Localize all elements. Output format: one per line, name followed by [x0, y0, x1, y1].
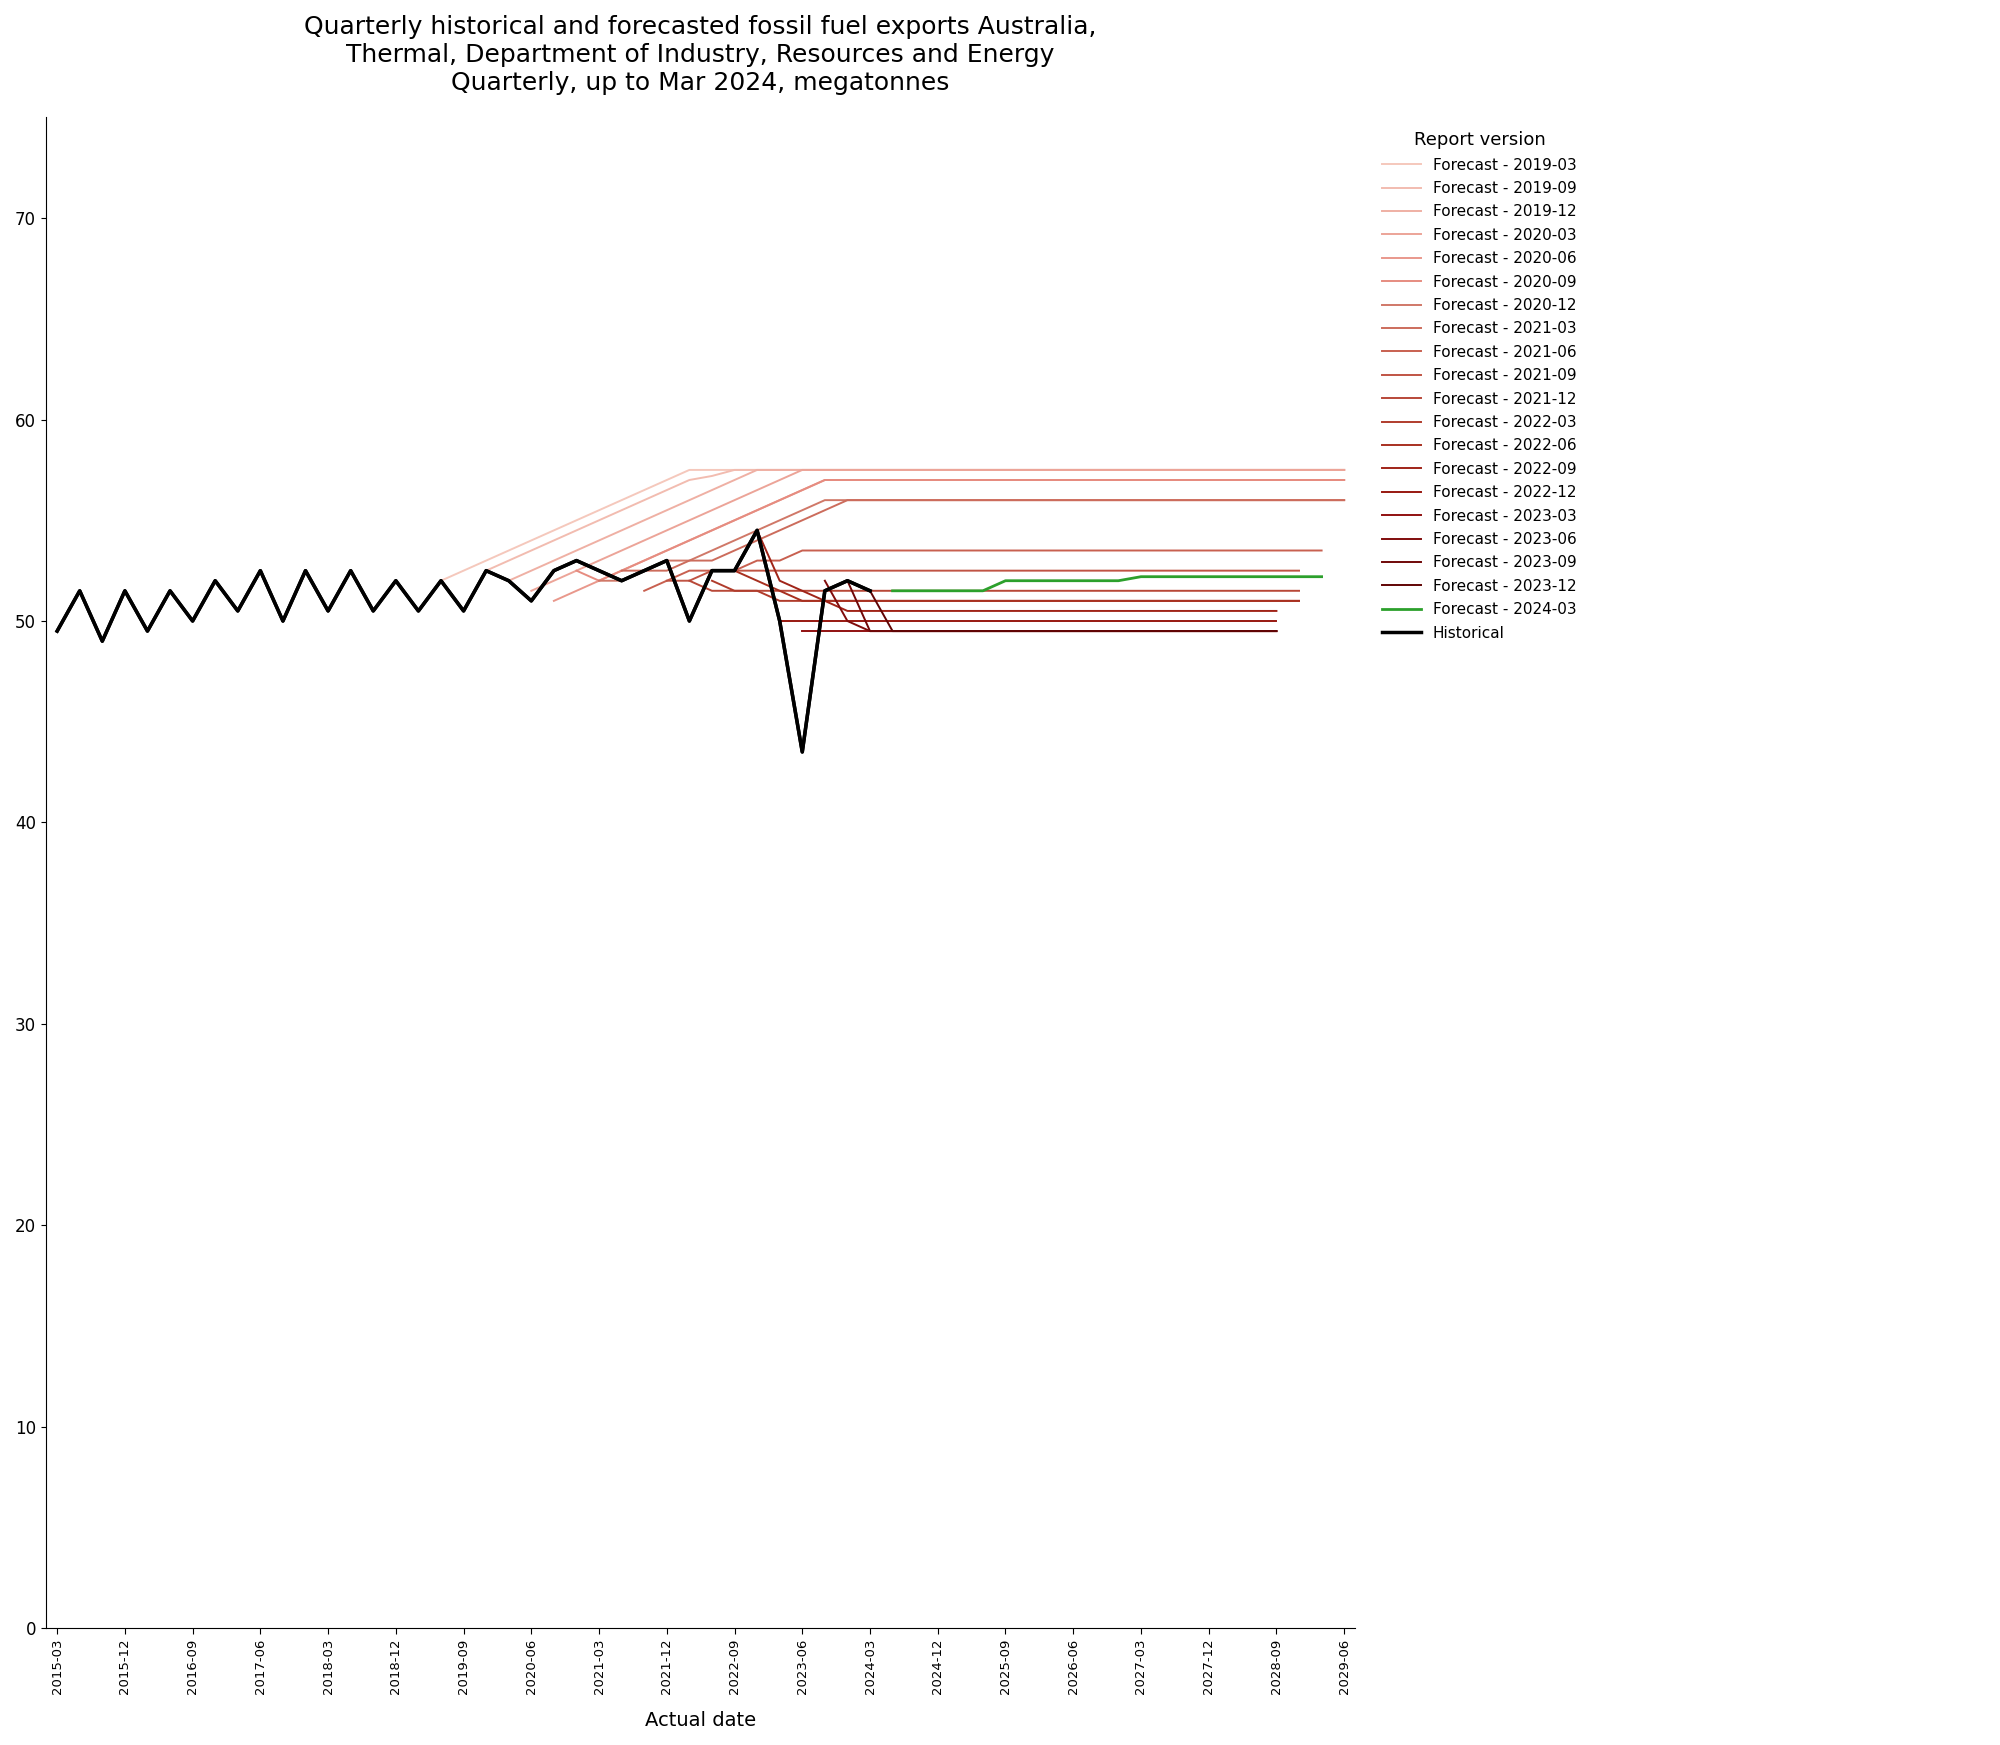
- Historical: [112, 581, 136, 602]
- Historical: [746, 520, 770, 541]
- Historical: [452, 600, 476, 621]
- Historical: [542, 560, 566, 581]
- Historical: [68, 581, 92, 602]
- Historical: [362, 600, 386, 621]
- Historical: [294, 560, 318, 581]
- Title: Quarterly historical and forecasted fossil fuel exports Australia,
Thermal, Depa: Quarterly historical and forecasted foss…: [304, 16, 1096, 94]
- Historical: [248, 560, 272, 581]
- Historical: [836, 571, 860, 592]
- Historical: [316, 600, 340, 621]
- Historical: [226, 600, 250, 621]
- Historical: [564, 550, 588, 571]
- Historical: [384, 571, 408, 592]
- Historical: [678, 611, 702, 632]
- Historical: [204, 571, 228, 592]
- Historical: [180, 611, 204, 632]
- Historical: [46, 621, 70, 642]
- Historical: [428, 571, 452, 592]
- Legend: Forecast - 2019-03, Forecast - 2019-09, Forecast - 2019-12, Forecast - 2020-03, : Forecast - 2019-03, Forecast - 2019-09, …: [1376, 126, 1582, 647]
- Historical: [768, 611, 792, 632]
- Historical: [858, 581, 882, 602]
- Historical: [406, 600, 430, 621]
- Historical: [136, 621, 160, 642]
- Historical: [158, 581, 182, 602]
- Historical: [654, 550, 678, 571]
- Historical: [338, 560, 362, 581]
- Historical: [722, 560, 746, 581]
- Line: Historical: Historical: [58, 530, 870, 752]
- Historical: [474, 560, 498, 581]
- Historical: [790, 742, 814, 763]
- Historical: [610, 571, 634, 592]
- Historical: [588, 560, 612, 581]
- Historical: [520, 590, 544, 611]
- Historical: [700, 560, 724, 581]
- Historical: [90, 630, 114, 651]
- Historical: [632, 560, 656, 581]
- X-axis label: Actual date: Actual date: [646, 1712, 756, 1729]
- Historical: [496, 571, 520, 592]
- Historical: [812, 581, 836, 602]
- Historical: [270, 611, 294, 632]
